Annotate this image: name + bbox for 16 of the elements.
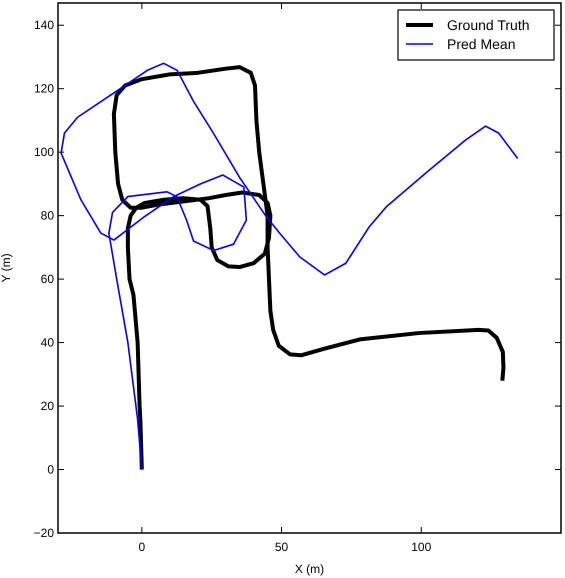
y-tick-label: 20: [40, 399, 54, 414]
x-axis-title: X (m): [294, 562, 324, 576]
x-tick-label: 0: [138, 540, 146, 554]
y-tick-label: 100: [34, 145, 54, 160]
y-tick-label: 40: [40, 336, 54, 350]
y-axis-title: Y (m): [0, 253, 13, 283]
y-tick-label: 120: [34, 82, 54, 96]
x-tick-label: 100: [411, 540, 432, 554]
y-tick-label: 60: [40, 272, 54, 286]
legend-label: Pred Mean: [447, 36, 516, 52]
y-tick-label: 140: [34, 18, 54, 32]
legend-label: Ground Truth: [447, 17, 530, 33]
y-tick-label: −20: [34, 526, 54, 540]
x-tick-label: 50: [274, 540, 289, 554]
y-tick-label: 80: [40, 208, 54, 223]
y-tick-label: 0: [47, 462, 54, 477]
